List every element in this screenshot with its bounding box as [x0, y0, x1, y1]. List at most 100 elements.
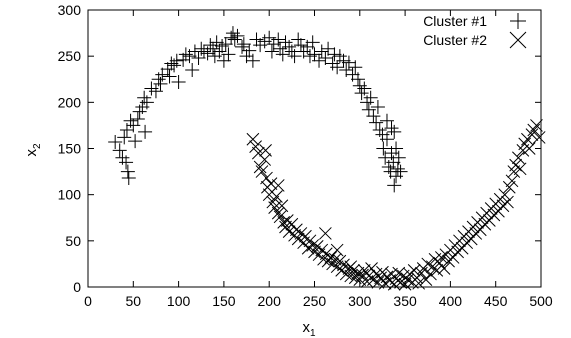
x-tick-label: 400 — [439, 293, 463, 309]
point-cluster-2 — [337, 258, 350, 272]
point-cluster-1 — [148, 84, 163, 99]
point-cluster-1 — [264, 44, 279, 59]
point-cluster-2 — [249, 140, 262, 154]
y-axis-label: x2 — [23, 143, 43, 157]
point-cluster-1 — [162, 69, 177, 84]
y-tick-label: 250 — [58, 48, 82, 64]
point-cluster-1 — [139, 95, 154, 110]
point-cluster-2 — [530, 119, 543, 132]
point-cluster-1 — [384, 121, 399, 136]
point-cluster-1 — [245, 53, 260, 68]
point-cluster-1 — [112, 143, 127, 158]
point-cluster-1 — [236, 37, 251, 52]
point-cluster-1 — [196, 44, 211, 59]
legend-plus-glyph — [510, 13, 526, 29]
point-cluster-1 — [348, 60, 363, 75]
point-cluster-2 — [259, 143, 272, 157]
point-cluster-1 — [321, 41, 336, 56]
point-cluster-1 — [160, 62, 175, 77]
point-cluster-1 — [128, 134, 143, 149]
series-1 — [108, 26, 408, 193]
point-cluster-1 — [387, 124, 402, 139]
point-cluster-2 — [275, 199, 289, 213]
point-cluster-1 — [369, 115, 384, 130]
point-cluster-2 — [253, 160, 267, 174]
point-cluster-1 — [393, 164, 408, 179]
legend-item-cluster-2: Cluster #2 — [423, 31, 527, 49]
data-series — [108, 26, 546, 291]
y-tick-label: 0 — [73, 279, 81, 295]
point-cluster-1 — [171, 75, 186, 90]
x-tick-label: 200 — [258, 293, 282, 309]
point-cluster-1 — [212, 44, 227, 59]
point-cluster-1 — [119, 155, 134, 170]
point-cluster-2 — [424, 267, 437, 281]
y-tick-label: 150 — [58, 141, 82, 157]
point-cluster-2 — [407, 264, 421, 277]
point-cluster-1 — [249, 32, 264, 47]
point-cluster-1 — [305, 35, 320, 50]
point-cluster-1 — [350, 72, 365, 87]
legend-marker-x — [509, 31, 527, 49]
point-cluster-1 — [164, 56, 179, 71]
point-cluster-2 — [527, 123, 541, 137]
point-cluster-2 — [421, 257, 435, 271]
point-cluster-2 — [344, 260, 358, 274]
point-cluster-1 — [178, 47, 193, 62]
x-tick-label: 500 — [529, 293, 553, 309]
point-cluster-1 — [336, 53, 351, 68]
point-cluster-1 — [185, 63, 200, 78]
x-axis-label: x1 — [302, 319, 316, 338]
point-cluster-1 — [227, 32, 242, 47]
x-tick-label: 100 — [167, 293, 191, 309]
point-cluster-1 — [391, 150, 406, 165]
legend: Cluster #1 Cluster #2 — [423, 13, 527, 49]
x-tick-label: 150 — [212, 293, 236, 309]
point-cluster-1 — [120, 164, 135, 179]
point-cluster-1 — [209, 35, 224, 50]
point-cluster-1 — [273, 41, 288, 56]
point-cluster-2 — [501, 195, 514, 209]
point-cluster-2 — [246, 132, 260, 146]
point-cluster-2 — [513, 162, 527, 176]
y-tick-label: 200 — [58, 94, 82, 110]
point-cluster-1 — [293, 38, 308, 53]
point-cluster-1 — [242, 43, 257, 58]
x-tick-label: 50 — [126, 293, 142, 309]
point-cluster-1 — [327, 47, 342, 62]
plot-frame — [87, 9, 542, 288]
point-cluster-2 — [271, 206, 285, 220]
point-cluster-1 — [363, 90, 378, 105]
point-cluster-2 — [270, 190, 283, 203]
point-cluster-1 — [370, 99, 385, 114]
y-axis-label-subscript: 2 — [32, 143, 43, 149]
x-tick-label: 250 — [303, 293, 327, 309]
point-cluster-1 — [121, 171, 136, 186]
point-cluster-2 — [394, 276, 407, 289]
point-cluster-1 — [376, 141, 391, 156]
point-cluster-2 — [271, 179, 285, 192]
x-axis-label-subscript: 1 — [310, 328, 316, 338]
point-cluster-1 — [275, 47, 290, 62]
point-cluster-1 — [390, 161, 405, 176]
point-cluster-2 — [498, 188, 512, 202]
x-axis-label-base: x — [302, 319, 310, 336]
point-cluster-1 — [153, 76, 168, 91]
point-cluster-2 — [268, 201, 281, 214]
y-tick-label: 50 — [65, 233, 81, 249]
point-cluster-2 — [264, 177, 278, 190]
point-cluster-1 — [206, 41, 221, 56]
point-cluster-1 — [379, 113, 394, 128]
point-cluster-1 — [218, 37, 233, 52]
point-cluster-2 — [319, 227, 332, 240]
point-cluster-1 — [191, 51, 206, 66]
point-cluster-2 — [522, 142, 536, 155]
legend-item-cluster-1: Cluster #1 — [423, 13, 526, 29]
point-cluster-2 — [430, 264, 444, 277]
point-cluster-2 — [255, 165, 269, 178]
point-cluster-1 — [155, 67, 170, 82]
point-cluster-1 — [387, 178, 402, 193]
axis-ticks: 0 50 100 150 200 250 300 350 400 450 500 0 50 100 150 2… — [58, 2, 553, 309]
point-cluster-1 — [389, 141, 404, 156]
